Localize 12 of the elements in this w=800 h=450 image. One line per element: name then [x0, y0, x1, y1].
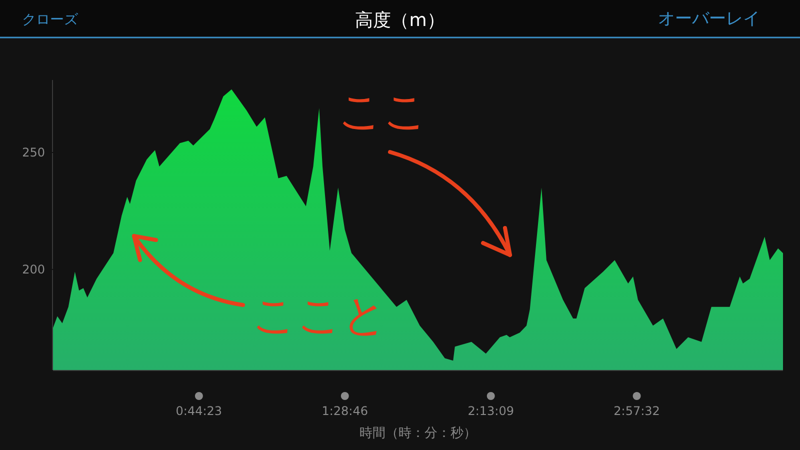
x-tick-label: 2:13:09	[468, 404, 514, 418]
x-tick-label: 0:44:23	[176, 404, 222, 418]
y-tick-label: 250	[22, 145, 45, 160]
y-tick-label: 200	[22, 262, 45, 276]
text: クローズ	[22, 12, 79, 28]
text: オーバーレイ	[658, 9, 760, 29]
x-tick-label: 1:28:46	[322, 404, 368, 418]
chart-title: 高度（m）	[355, 10, 445, 31]
annotation: ここと	[252, 290, 387, 341]
x-axis-title: 時間（時：分：秒）	[360, 426, 476, 441]
x-tick-label: 2:57:32	[614, 404, 660, 418]
annotation: ここ	[338, 86, 428, 137]
